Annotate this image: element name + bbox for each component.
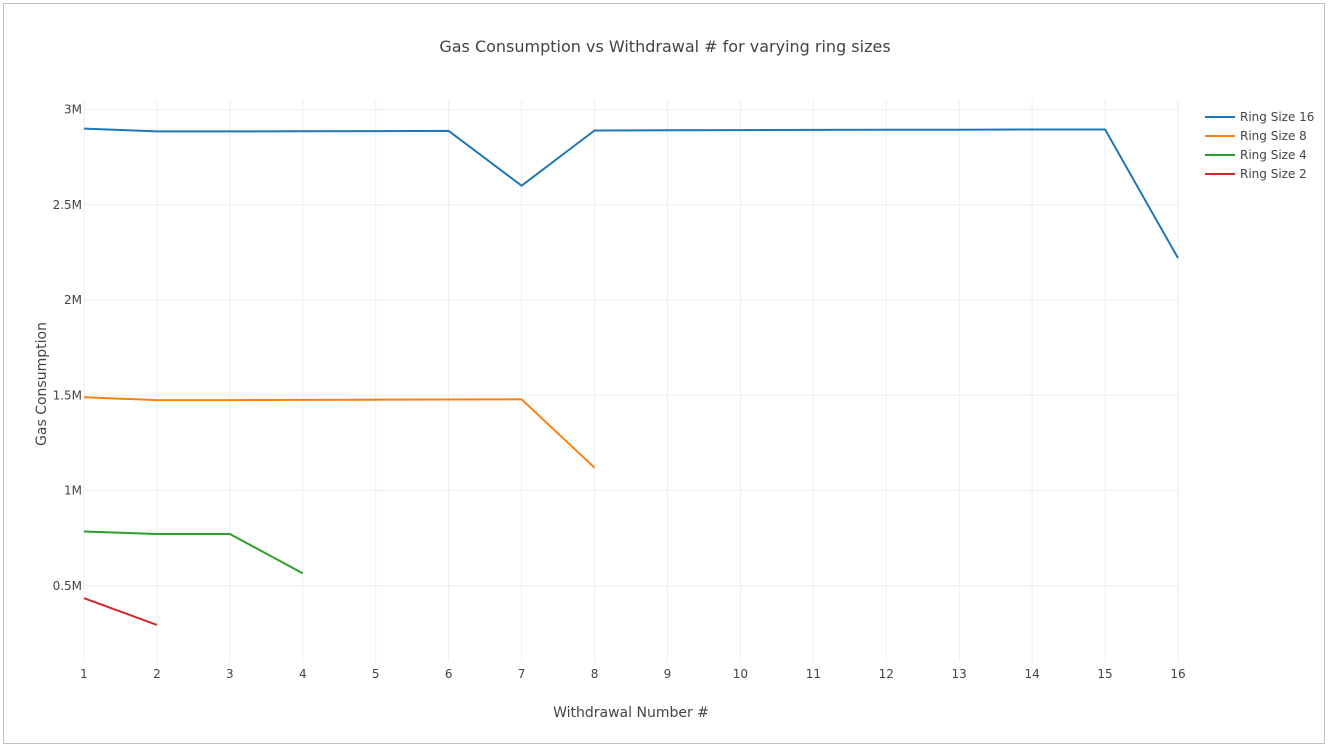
x-axis-ticks: 1 2 3 4 5 6 7 8 9 10 11 12 13 14 15 16	[80, 667, 1185, 681]
x-tick-label: 2	[153, 667, 161, 681]
x-tick-label: 3	[226, 667, 234, 681]
x-tick-label: 13	[952, 667, 967, 681]
series-line-ring-size-4	[83, 530, 304, 575]
grid-layer	[83, 100, 1179, 662]
x-tick-label: 15	[1097, 667, 1112, 681]
y-tick-label: 1.5M	[53, 388, 82, 402]
x-tick-label: 16	[1170, 667, 1185, 681]
legend-label: Ring Size 16	[1240, 110, 1314, 124]
x-tick-label: 1	[80, 667, 88, 681]
legend-label: Ring Size 4	[1240, 148, 1307, 162]
legend-label: Ring Size 8	[1240, 129, 1307, 143]
chart-title: Gas Consumption vs Withdrawal # for vary…	[439, 37, 890, 56]
y-axis-ticks: 0.5M 1M 1.5M 2M 2.5M 3M	[53, 103, 82, 593]
x-tick-label: 7	[518, 667, 526, 681]
x-axis-title: Withdrawal Number #	[553, 705, 709, 721]
legend-item-ring-size-4[interactable]: Ring Size 4	[1205, 148, 1307, 162]
x-tick-label: 12	[879, 667, 894, 681]
series-line-ring-size-16	[83, 127, 1179, 259]
x-tick-label: 5	[372, 667, 380, 681]
legend-item-ring-size-8[interactable]: Ring Size 8	[1205, 129, 1307, 143]
y-tick-label: 3M	[64, 103, 82, 117]
x-tick-label: 6	[445, 667, 453, 681]
series-line-ring-size-8	[83, 396, 596, 469]
legend-item-ring-size-2[interactable]: Ring Size 2	[1205, 167, 1307, 181]
y-tick-label: 2.5M	[53, 198, 82, 212]
legend-label: Ring Size 2	[1240, 167, 1307, 181]
x-tick-label: 10	[733, 667, 748, 681]
x-tick-label: 14	[1024, 667, 1039, 681]
x-tick-label: 11	[806, 667, 821, 681]
series-line-ring-size-2	[83, 597, 158, 626]
y-axis-title: Gas Consumption	[34, 322, 50, 446]
legend-item-ring-size-16[interactable]: Ring Size 16	[1205, 110, 1314, 124]
series-layer	[83, 127, 1179, 626]
y-tick-label: 0.5M	[53, 579, 82, 593]
x-tick-label: 9	[664, 667, 672, 681]
y-tick-label: 1M	[64, 484, 82, 498]
legend: Ring Size 16 Ring Size 8 Ring Size 4 Ring S…	[1205, 110, 1314, 181]
x-tick-label: 8	[591, 667, 599, 681]
x-tick-label: 4	[299, 667, 307, 681]
y-tick-label: 2M	[64, 293, 82, 307]
